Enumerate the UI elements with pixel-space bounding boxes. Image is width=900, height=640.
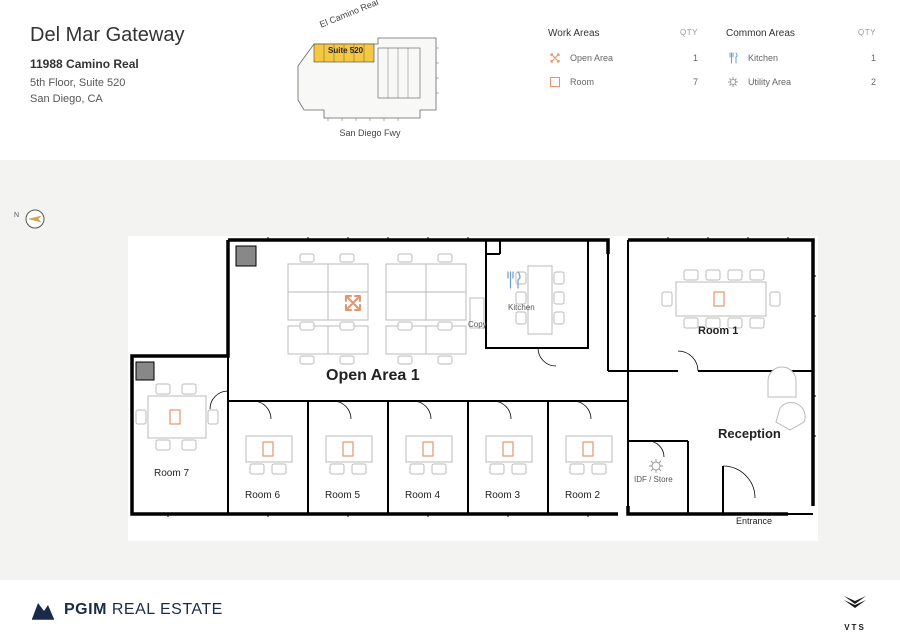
legend-row-room: Room 7 <box>548 75 698 89</box>
legend-row-kitchen: Kitchen 1 <box>726 51 876 65</box>
keyplan: El Camino Real Suite 520 <box>280 18 460 138</box>
label-copy: Copy <box>468 320 487 329</box>
legend-qty-label: QTY <box>680 28 698 39</box>
footer: PGIM REAL ESTATE VTS <box>0 580 900 640</box>
keyplan-street-bottom: San Diego Fwy <box>280 128 460 138</box>
floorplan-canvas: N <box>0 160 900 580</box>
label-room-4: Room 4 <box>405 490 440 501</box>
vts-label: VTS <box>840 623 870 632</box>
label-room-6: Room 6 <box>245 490 280 501</box>
legend-common-heading: Common Areas <box>726 28 795 39</box>
legend-open-area-name: Open Area <box>570 53 693 63</box>
property-title: Del Mar Gateway <box>30 24 185 47</box>
label-room-7: Room 7 <box>154 468 189 479</box>
label-kitchen: Kitchen <box>508 303 535 312</box>
open-area-icon <box>548 51 562 65</box>
label-open-area-1: Open Area 1 <box>326 367 420 385</box>
legend-qty-label-2: QTY <box>858 28 876 39</box>
label-reception: Reception <box>718 426 781 441</box>
legend-row-utility: Utility Area 2 <box>726 75 876 89</box>
legend-utility-count: 2 <box>871 77 876 87</box>
label-room-5: Room 5 <box>325 490 360 501</box>
pgim-name: PGIM <box>64 601 107 618</box>
pgim-logo-text: PGIM REAL ESTATE <box>64 601 223 619</box>
address-line-1: 11988 Camino Real <box>30 57 185 71</box>
address-line-2: 5th Floor, Suite 520 <box>30 77 185 89</box>
label-room-2: Room 2 <box>565 490 600 501</box>
legend-row-open-area: Open Area 1 <box>548 51 698 65</box>
legend-room-name: Room <box>570 77 693 87</box>
label-idf: IDF / Store <box>634 475 673 484</box>
legend-kitchen-name: Kitchen <box>748 53 871 63</box>
header: Del Mar Gateway 11988 Camino Real 5th Fl… <box>0 0 900 160</box>
legend-room-count: 7 <box>693 77 698 87</box>
compass-north-label: N <box>14 212 19 219</box>
legend-work-heading: Work Areas <box>548 28 600 39</box>
legend-kitchen-count: 1 <box>871 53 876 63</box>
vts-icon <box>840 588 870 618</box>
pgim-logo: PGIM REAL ESTATE <box>30 597 223 623</box>
title-block: Del Mar Gateway 11988 Camino Real 5th Fl… <box>30 24 185 105</box>
kitchen-icon <box>726 51 740 65</box>
floorplan-svg <box>128 236 818 541</box>
label-room-1: Room 1 <box>698 325 738 337</box>
room-icon <box>548 75 562 89</box>
utility-icon <box>726 75 740 89</box>
floorplan: Open Area 1 Room 1 Room 2 Room 3 Room 4 … <box>128 236 818 541</box>
keyplan-suite-label: Suite 520 <box>328 46 363 55</box>
legend-work-areas: Work Areas QTY Open Area 1 Room 7 <box>548 28 698 99</box>
legend-utility-name: Utility Area <box>748 77 871 87</box>
compass-icon <box>24 208 46 230</box>
label-room-3: Room 3 <box>485 490 520 501</box>
legend-common-areas: Common Areas QTY Kitchen 1 Utility Area … <box>726 28 876 99</box>
legend-open-area-count: 1 <box>693 53 698 63</box>
pgim-rock-icon <box>30 597 56 623</box>
keyplan-svg <box>280 18 460 138</box>
label-entrance: Entrance <box>736 516 772 526</box>
address-line-3: San Diego, CA <box>30 93 185 105</box>
pgim-suffix: REAL ESTATE <box>112 601 223 618</box>
vts-logo: VTS <box>840 588 870 632</box>
